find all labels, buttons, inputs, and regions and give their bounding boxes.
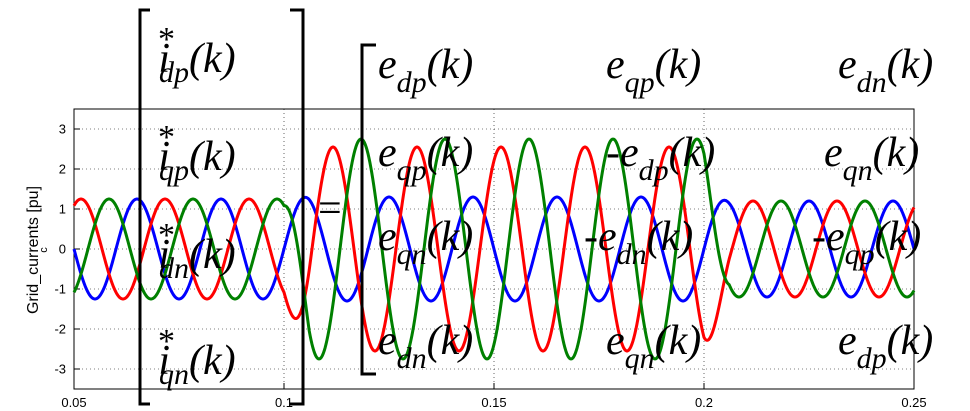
y-tick-label: 1 xyxy=(59,202,66,217)
matrix-entry-r2-c1: -edn(k) xyxy=(584,214,693,271)
equals-sign: = xyxy=(318,186,342,232)
lhs-right-bracket xyxy=(290,8,305,406)
lhs-left-bracket xyxy=(138,8,150,406)
matrix-entry-r1-c2: eqn(k) xyxy=(824,130,919,187)
x-tick-label: 0.05 xyxy=(61,395,86,410)
rhs-left-bracket xyxy=(360,43,376,376)
y-tick-label: -2 xyxy=(54,322,66,337)
x-tick-label: 0.15 xyxy=(481,395,506,410)
y-tick-label: -3 xyxy=(54,362,66,377)
matrix-entry-r3-c2: edp(k) xyxy=(838,318,933,375)
plot-curves xyxy=(72,137,916,361)
y-tick-label: -1 xyxy=(54,282,66,297)
matrix-entry-r0-c1: eqp(k) xyxy=(606,42,701,99)
x-tick-label: 0.25 xyxy=(901,395,926,410)
series-line-0 xyxy=(72,195,916,303)
matrix-entry-r3-c0: edn(k) xyxy=(378,318,473,375)
x-tick-label: 0.1 xyxy=(275,395,293,410)
matrix-entry-r3-c1: eqn(k) xyxy=(606,318,701,375)
series-line-1 xyxy=(72,145,916,353)
lhs-term-1: i* qp(k) xyxy=(158,119,236,187)
equation-overlay: i* dp(k) i* qp(k) i* dn(k) i* qn(k) = edp(k) eqp(k… xyxy=(138,8,933,406)
series-line-2 xyxy=(72,137,916,361)
matrix-entry-r0-c2: edn(k) xyxy=(838,42,933,99)
y-axis-label-subscript: c xyxy=(38,247,50,253)
matrix-entry-r0-c0: edp(k) xyxy=(378,42,473,99)
y-axis-label: Grid_currents [pu] xyxy=(25,186,42,314)
matrix-entry-r1-c1: -edp(k) xyxy=(606,130,715,187)
y-tick-label: 2 xyxy=(59,162,66,177)
y-tick-label: 0 xyxy=(59,242,66,257)
lhs-term-0: i* dp(k) xyxy=(158,21,236,89)
lhs-term-2: i* dn(k) xyxy=(158,217,236,285)
matrix-entry-r2-c2: -eqp(k) xyxy=(812,214,921,271)
matrix-entry-r2-c0: eqn(k) xyxy=(378,214,473,271)
y-tick-label: 3 xyxy=(59,122,66,137)
matrix-entry-r1-c0: eqp(k) xyxy=(378,130,473,187)
x-tick-label: 0.2 xyxy=(695,395,713,410)
lhs-term-3: i* qn(k) xyxy=(158,323,236,391)
